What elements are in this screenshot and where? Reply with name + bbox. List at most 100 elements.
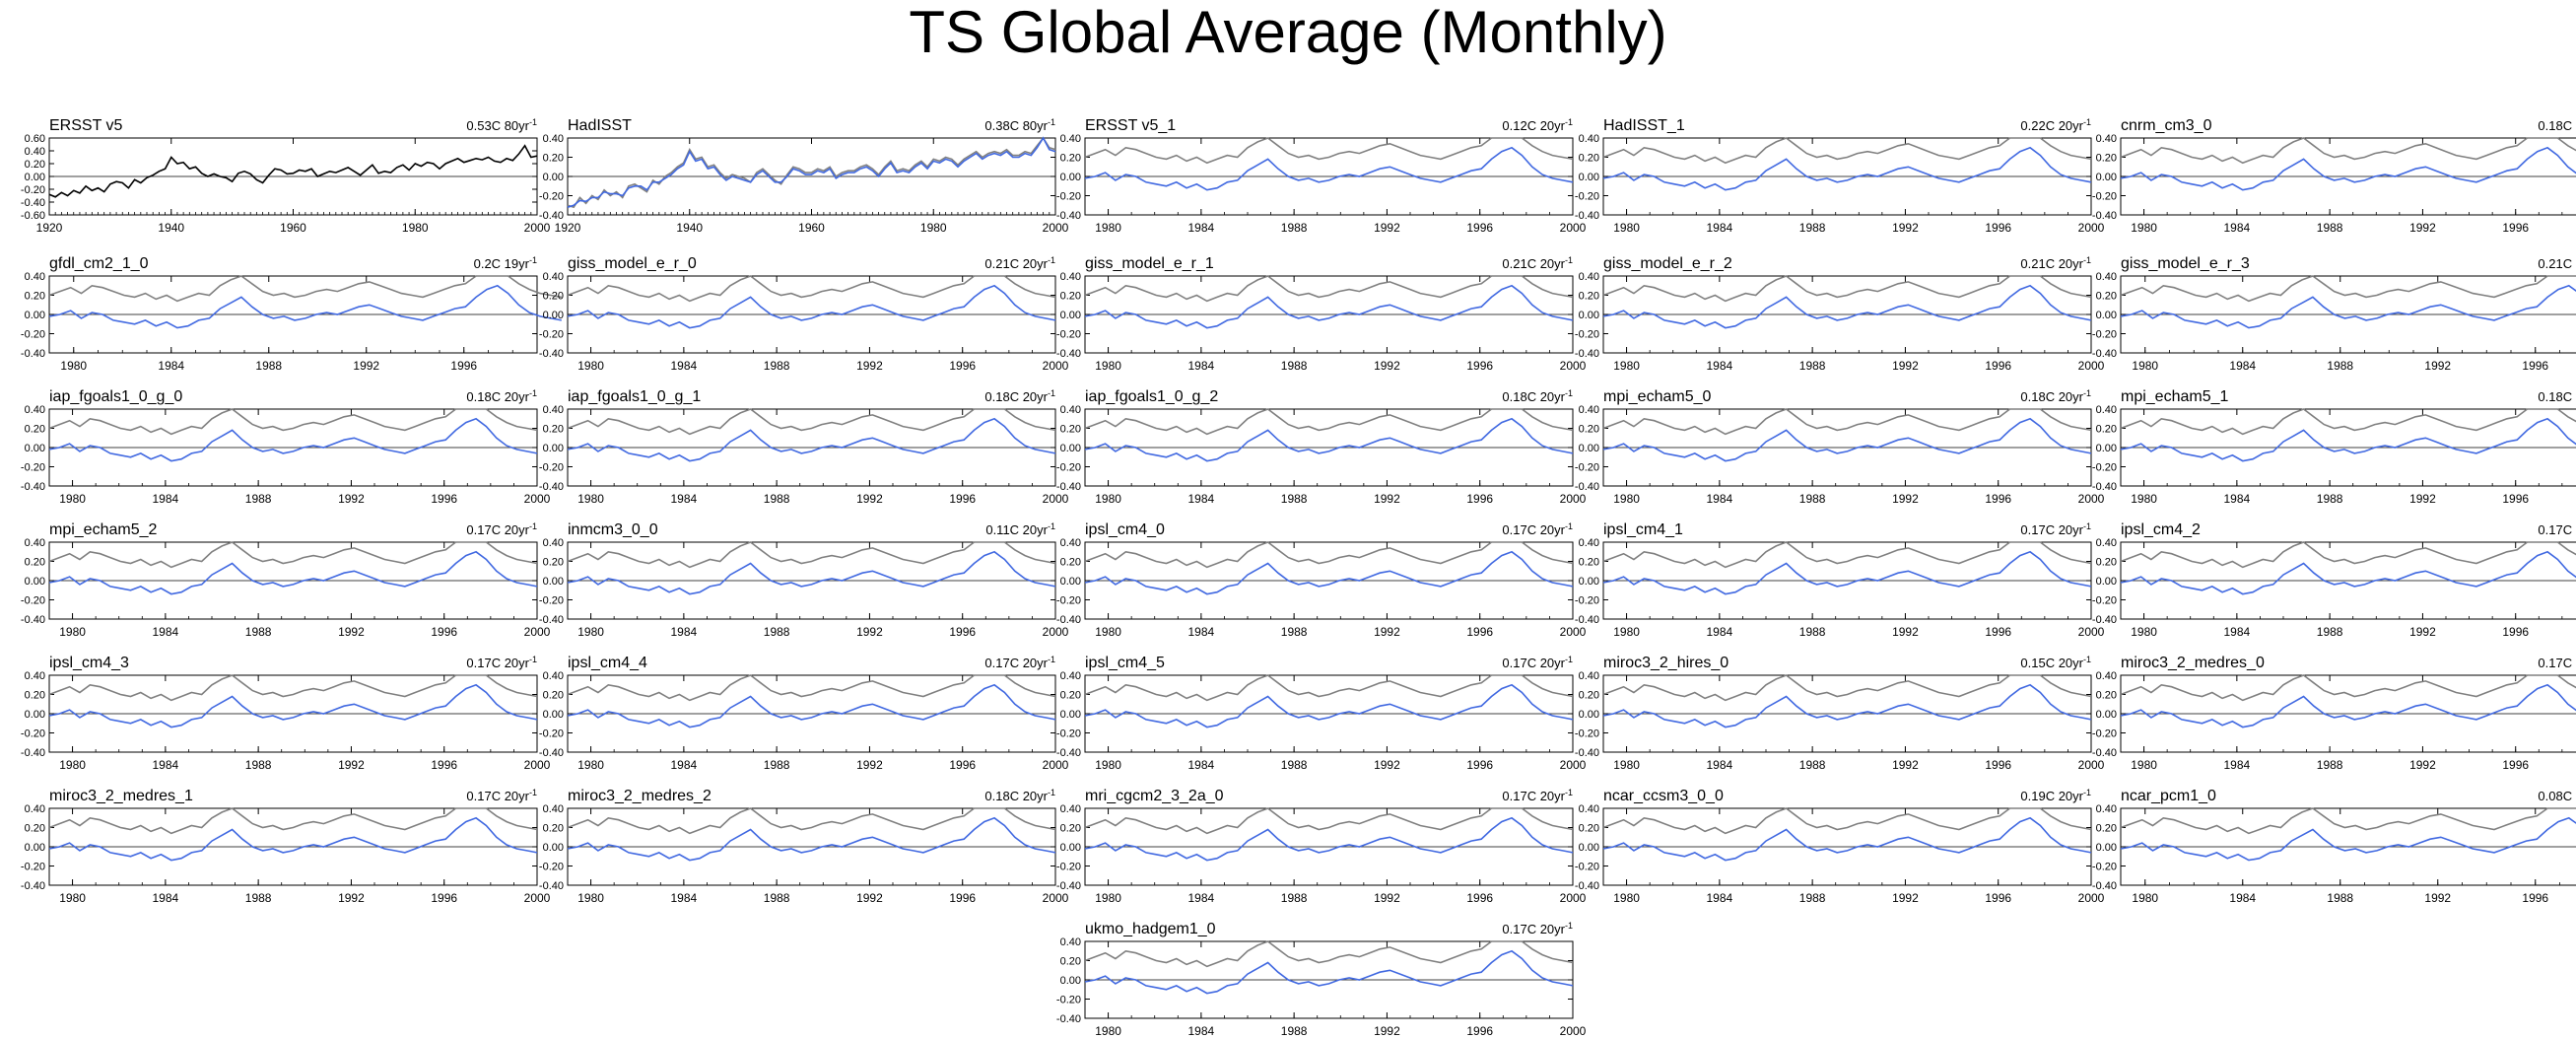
- trend-label: 0.17C 20yr-1: [466, 655, 537, 670]
- y-tick-label: -0.20: [539, 595, 564, 607]
- chart-panel-ncar-pcm1-0: ncar_pcm1_0 0.08C 19yr-1 0.40 0.20 0.00 -0.20…: [2092, 788, 2576, 905]
- y-tick-label: 0.20: [1579, 690, 1599, 702]
- x-tick-label: 1988: [2317, 758, 2343, 772]
- x-tick-label: 1980: [60, 359, 87, 373]
- chart-panel-mpi-echam5-1: mpi_echam5_1 0.18C 20yr-1 0.40 0.20 0.00 -0.2…: [2092, 388, 2576, 506]
- y-tick-label: -0.40: [1575, 614, 1599, 626]
- x-tick-label: 1992: [2409, 625, 2436, 639]
- x-tick-label: 1980: [2132, 359, 2158, 373]
- series-line-blue: [48, 816, 538, 862]
- y-tick-label: -0.20: [2092, 462, 2117, 474]
- x-tick-label: 1996: [2502, 221, 2529, 235]
- y-tick-label: 0.00: [543, 576, 564, 588]
- x-tick-label: 1988: [245, 492, 272, 506]
- x-tick-label: 2000: [1043, 492, 1069, 506]
- x-tick-label: 2000: [2078, 221, 2105, 235]
- x-tick-label: 1992: [353, 359, 379, 373]
- y-tick-label: 0.00: [2096, 842, 2117, 854]
- y-tick-label: 0.40: [2096, 537, 2117, 549]
- x-tick-label: 1984: [153, 492, 179, 506]
- series-line-grey: [1602, 807, 2092, 835]
- x-tick-label: 1984: [1188, 758, 1215, 772]
- series-line-grey: [1084, 408, 1574, 436]
- series-line-grey: [1084, 541, 1574, 569]
- y-tick-label: 0.00: [2096, 576, 2117, 588]
- x-tick-label: 1980: [1095, 625, 1121, 639]
- x-tick-label: 1988: [245, 758, 272, 772]
- x-tick-label: 1992: [1892, 221, 1919, 235]
- x-tick-label: 1980: [1095, 492, 1121, 506]
- x-tick-label: 1984: [2224, 492, 2251, 506]
- x-tick-label: 2000: [1560, 758, 1587, 772]
- trend-label: 0.12C 20yr-1: [1502, 117, 1573, 133]
- y-tick-label: -0.20: [21, 728, 45, 740]
- x-tick-label: 1980: [577, 492, 604, 506]
- chart-panel-ersst-v5-1: ERSST v5_1 0.12C 20yr-1 0.40 0.20 0.00 -0.20 -…: [1056, 117, 1587, 235]
- x-tick-label: 1980: [402, 221, 429, 235]
- x-tick-label: 1992: [1892, 758, 1919, 772]
- y-tick-label: 0.00: [1060, 709, 1081, 721]
- series-line-blue: [567, 417, 1056, 462]
- y-tick-label: -0.40: [2092, 210, 2117, 222]
- panel-title: ncar_ccsm3_0_0: [1603, 788, 1724, 804]
- x-tick-label: 1984: [1707, 758, 1733, 772]
- y-tick-label: 0.40: [2096, 803, 2117, 815]
- x-tick-label: 1992: [2409, 221, 2436, 235]
- x-tick-label: 1980: [577, 625, 604, 639]
- y-tick-label: 0.00: [2096, 443, 2117, 454]
- trend-label: 0.17C 20yr-1: [2538, 521, 2576, 537]
- y-tick-label: -0.40: [21, 614, 45, 626]
- y-tick-label: 0.20: [543, 690, 564, 702]
- x-tick-label: 2000: [1560, 891, 1587, 905]
- x-tick-label: 1984: [1188, 1024, 1215, 1038]
- x-tick-label: 1980: [577, 891, 604, 905]
- y-tick-label: 0.40: [1579, 670, 1599, 682]
- chart-panel-miroc3-2-medres-0: miroc3_2_medres_0 0.17C 20yr-1 0.40 0.20 0.0…: [2092, 655, 2576, 772]
- x-tick-label: 1988: [1281, 758, 1308, 772]
- x-tick-label: 2000: [1043, 221, 1069, 235]
- y-tick-label: 0.40: [1579, 537, 1599, 549]
- x-tick-label: 1984: [1188, 625, 1215, 639]
- y-tick-label: 0.20: [1579, 823, 1599, 835]
- y-tick-label: 0.00: [1060, 576, 1081, 588]
- panel-title: giss_model_e_r_2: [1603, 255, 1732, 272]
- x-tick-label: 1996: [1985, 625, 2011, 639]
- y-tick-label: 0.20: [2096, 153, 2117, 165]
- x-tick-label: 1984: [671, 891, 698, 905]
- y-tick-label: 0.20: [1060, 956, 1081, 968]
- x-tick-label: 2000: [1560, 359, 1587, 373]
- y-tick-label: -0.20: [1575, 462, 1599, 474]
- y-tick-label: -0.20: [21, 329, 45, 341]
- x-tick-label: 1980: [1095, 1024, 1121, 1038]
- trend-label: 0.17C 20yr-1: [1502, 655, 1573, 670]
- x-tick-label: 2000: [2078, 359, 2105, 373]
- chart-panel-ipsl-cm4-5: ipsl_cm4_5 0.17C 20yr-1 0.40 0.20 0.00 -0.20 -…: [1056, 655, 1587, 772]
- series-line-grey: [1602, 137, 2092, 165]
- x-tick-label: 1996: [1466, 758, 1493, 772]
- y-tick-label: 0.00: [2096, 172, 2117, 183]
- trend-label: 0.17C 20yr-1: [1502, 521, 1573, 537]
- y-tick-label: 0.00: [543, 443, 564, 454]
- series-line-blue: [567, 816, 1056, 862]
- series-line-blue: [1084, 949, 1574, 995]
- y-tick-label: 0.00: [25, 443, 45, 454]
- series-line-grey: [48, 541, 538, 569]
- y-tick-label: -0.20: [1056, 862, 1081, 873]
- chart-panel-hadisst: HadISST 0.38C 80yr-1 0.40 0.20 0.00 -0.20 -0.4…: [539, 117, 1069, 235]
- series-line-blue: [1084, 683, 1574, 728]
- y-tick-label: -0.40: [21, 481, 45, 493]
- series-line-grey: [1602, 275, 2092, 303]
- y-tick-label: 0.40: [2096, 404, 2117, 416]
- x-tick-label: 1984: [1707, 625, 1733, 639]
- x-tick-label: 1992: [1892, 492, 1919, 506]
- x-tick-label: 1980: [2131, 221, 2157, 235]
- y-tick-label: 0.40: [2096, 670, 2117, 682]
- series-line-blue: [2120, 816, 2576, 862]
- x-tick-label: 1984: [1707, 891, 1733, 905]
- x-tick-label: 1988: [1281, 492, 1308, 506]
- y-tick-label: 0.40: [543, 271, 564, 283]
- x-tick-label: 1984: [1707, 359, 1733, 373]
- trend-label: 0.53C 80yr-1: [466, 117, 537, 133]
- panel-title: HadISST: [568, 117, 632, 134]
- y-tick-label: -0.20: [21, 595, 45, 607]
